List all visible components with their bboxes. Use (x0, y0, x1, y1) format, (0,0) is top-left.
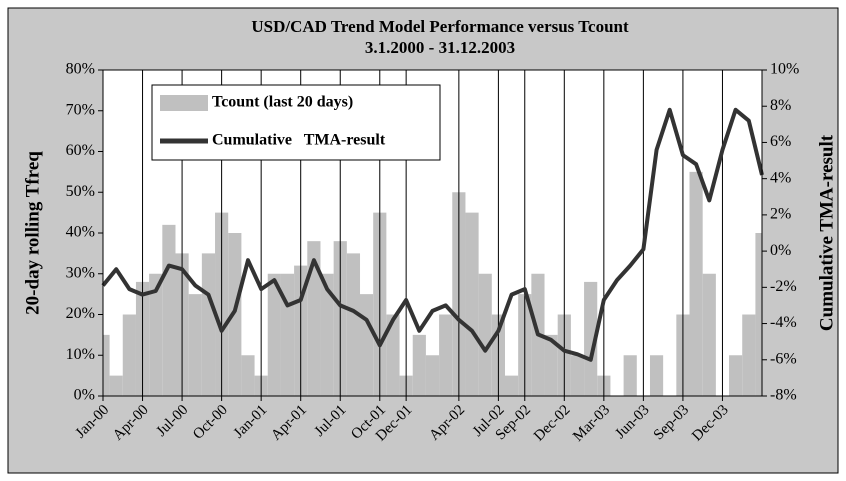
bar (439, 314, 453, 396)
bar (149, 273, 163, 396)
line (101, 107, 764, 362)
y-tick-label: 70% (66, 101, 95, 118)
bar (702, 273, 716, 396)
y-tick-label: 0% (74, 387, 95, 404)
bar (478, 273, 492, 396)
legend: Tcount (last 20 days) Cumulative TMA-resu… (151, 84, 441, 161)
y2-tick-label: 2% (770, 206, 791, 223)
y-tick-label: 40% (66, 224, 95, 241)
bar (584, 281, 598, 396)
bar (320, 273, 334, 396)
legend-label: Tcount (last 20 days) (212, 94, 353, 111)
y2-tick-label: 6% (770, 133, 791, 150)
bar (267, 273, 281, 396)
y2-axis-title: Cumulative TMA-result (816, 134, 837, 331)
y-axis-title: 20-day rolling Tfreq (22, 151, 43, 315)
bar (544, 334, 558, 396)
y-tick-label: 80% (66, 61, 95, 78)
y2-tick-label: 4% (770, 169, 791, 186)
bar (346, 253, 361, 396)
y-tick-label: 60% (66, 142, 95, 159)
chart-subtitle: 3.1.2000 - 31.12.2003 (365, 38, 515, 57)
legend-label: Cumulative TMA-result (212, 132, 386, 149)
y-tick-label: 20% (66, 305, 95, 322)
bar (504, 375, 519, 396)
y-tick-label: 30% (66, 264, 95, 281)
bar (201, 253, 216, 396)
y2-tick-label: -2% (770, 278, 797, 295)
bar (280, 273, 295, 396)
bar (188, 294, 202, 396)
y-tick-label: 10% (66, 346, 95, 363)
bar (425, 355, 440, 396)
bar (689, 171, 703, 396)
y2-tick-label: 0% (770, 242, 791, 259)
y2-tick-label: 10% (770, 61, 799, 78)
y-tick-label: 50% (66, 183, 95, 200)
bar (162, 224, 176, 396)
bar (412, 334, 426, 396)
plot-border (102, 69, 763, 397)
bar (103, 334, 110, 396)
y2-tick-label: -4% (770, 314, 797, 331)
bar (109, 375, 123, 396)
bar (649, 355, 664, 396)
chart-title: USD/CAD Trend Model Performance versus T… (251, 17, 629, 36)
bar (360, 294, 374, 396)
bar (755, 233, 762, 396)
bar (729, 355, 743, 396)
y2-tick-label: -8% (770, 387, 797, 404)
bar (742, 314, 756, 396)
y2-tick-label: 8% (770, 97, 791, 114)
legend-swatch (160, 95, 208, 111)
y2-tick-label: -6% (770, 350, 797, 367)
bar (386, 314, 400, 396)
bar (465, 212, 479, 396)
bar (307, 241, 321, 396)
bar (570, 355, 585, 396)
bar (241, 355, 255, 396)
bar (623, 355, 637, 396)
bar (122, 314, 136, 396)
